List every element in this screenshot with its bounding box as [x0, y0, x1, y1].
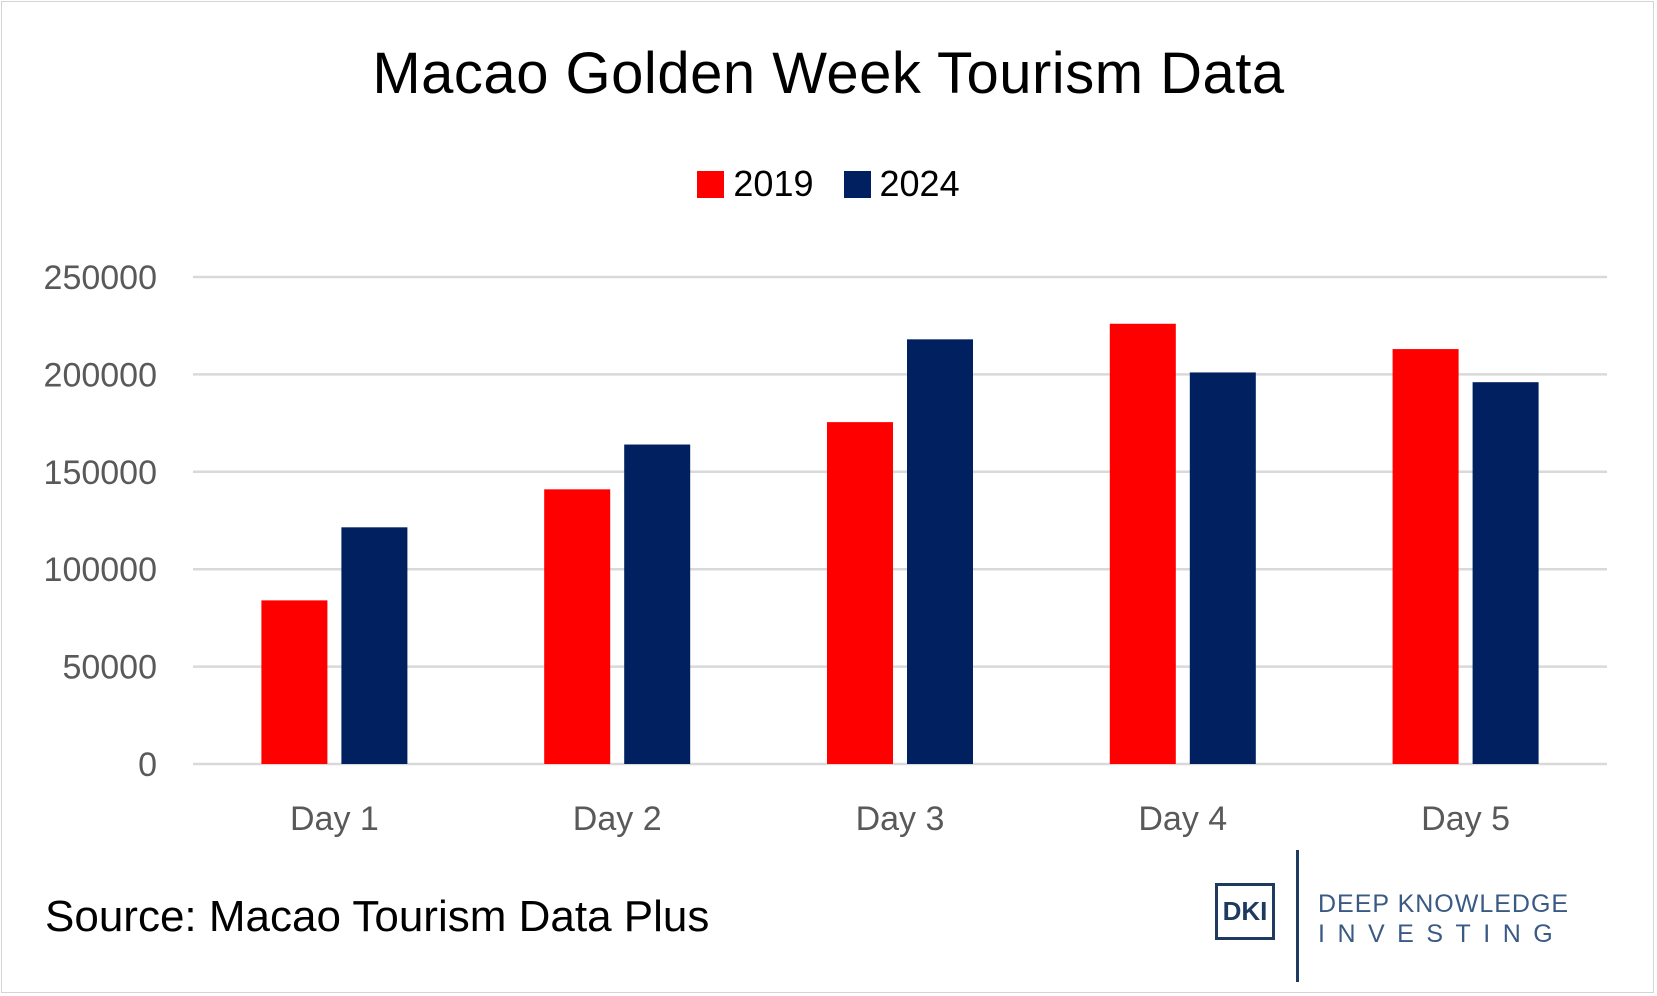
logo-text-line2: INVESTING	[1318, 920, 1566, 948]
bar-2024-day-2	[624, 444, 691, 764]
x-tick-label: Day 4	[1138, 800, 1227, 838]
y-tick-label: 200000	[44, 356, 157, 394]
bar-2024-day-5	[1472, 382, 1539, 764]
y-tick-label: 100000	[44, 551, 157, 589]
legend-swatch-2024	[843, 170, 871, 198]
legend-item-2019: 2019	[697, 163, 814, 205]
bar-2024-day-4	[1189, 372, 1256, 764]
x-axis-tick-labels: Day 1 Day 2 Day 3 Day 4 Day 5	[290, 800, 1510, 838]
x-tick-label: Day 3	[856, 800, 945, 838]
x-tick-label: Day 2	[573, 800, 662, 838]
chart-legend: 2019 2024	[0, 163, 1657, 205]
logo-divider	[1296, 850, 1299, 982]
bar-2019-day-3	[827, 422, 893, 764]
y-tick-label: 150000	[44, 454, 157, 492]
dki-logo-mark: DKI	[1215, 883, 1275, 940]
dki-logo: DKI DEEP KNOWLEDGE INVESTING	[1215, 850, 1575, 982]
bar-2024-day-1	[341, 527, 408, 764]
legend-label-2024: 2024	[879, 163, 960, 204]
bar-2019-day-1	[261, 600, 328, 764]
y-tick-label: 0	[138, 746, 157, 784]
logo-text-line1: DEEP KNOWLEDGE	[1318, 890, 1570, 918]
chart-title: Macao Golden Week Tourism Data	[372, 41, 1285, 106]
y-axis-tick-labels: 0 50000 100000 150000 200000 250000	[44, 259, 157, 784]
legend-swatch-2019	[697, 170, 725, 198]
bar-2019-day-5	[1392, 349, 1459, 764]
legend-label-2019: 2019	[733, 163, 814, 204]
y-tick-label: 50000	[62, 649, 157, 687]
legend-item-2024: 2024	[843, 163, 960, 205]
y-tick-label: 250000	[44, 259, 157, 297]
x-tick-label: Day 5	[1421, 800, 1510, 838]
gridlines	[193, 275, 1607, 766]
bar-2019-day-4	[1109, 323, 1176, 764]
x-tick-label: Day 1	[290, 800, 379, 838]
bars	[261, 323, 1539, 764]
bar-2019-day-2	[544, 489, 611, 764]
bar-2024-day-3	[907, 339, 973, 764]
source-note: Source: Macao Tourism Data Plus	[45, 892, 710, 941]
